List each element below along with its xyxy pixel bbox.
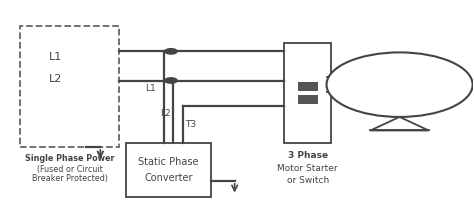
Text: L1: L1 xyxy=(49,51,62,62)
Bar xyxy=(298,95,318,104)
Text: L1: L1 xyxy=(145,84,155,93)
Bar xyxy=(20,26,119,147)
Text: Breaker Protected): Breaker Protected) xyxy=(32,174,108,183)
Text: or Switch: or Switch xyxy=(287,176,329,185)
Bar xyxy=(331,74,345,95)
Text: Motor Starter: Motor Starter xyxy=(277,164,338,173)
Text: L2: L2 xyxy=(49,74,62,84)
Circle shape xyxy=(327,52,473,117)
Text: (Fused or Circuit: (Fused or Circuit xyxy=(37,165,102,174)
Text: Converter: Converter xyxy=(145,173,193,183)
Polygon shape xyxy=(370,117,429,130)
Text: 3 Phase: 3 Phase xyxy=(288,151,328,160)
Bar xyxy=(298,82,318,91)
Circle shape xyxy=(165,78,177,83)
Bar xyxy=(126,143,211,197)
Text: 3 Phase: 3 Phase xyxy=(379,73,420,83)
Text: Motor: Motor xyxy=(384,87,415,97)
Text: L2: L2 xyxy=(160,109,171,118)
Text: T3: T3 xyxy=(185,120,196,129)
Circle shape xyxy=(165,49,177,54)
Text: Single Phase Power: Single Phase Power xyxy=(25,154,114,164)
Bar xyxy=(284,43,331,143)
Text: Static Phase: Static Phase xyxy=(138,157,199,167)
